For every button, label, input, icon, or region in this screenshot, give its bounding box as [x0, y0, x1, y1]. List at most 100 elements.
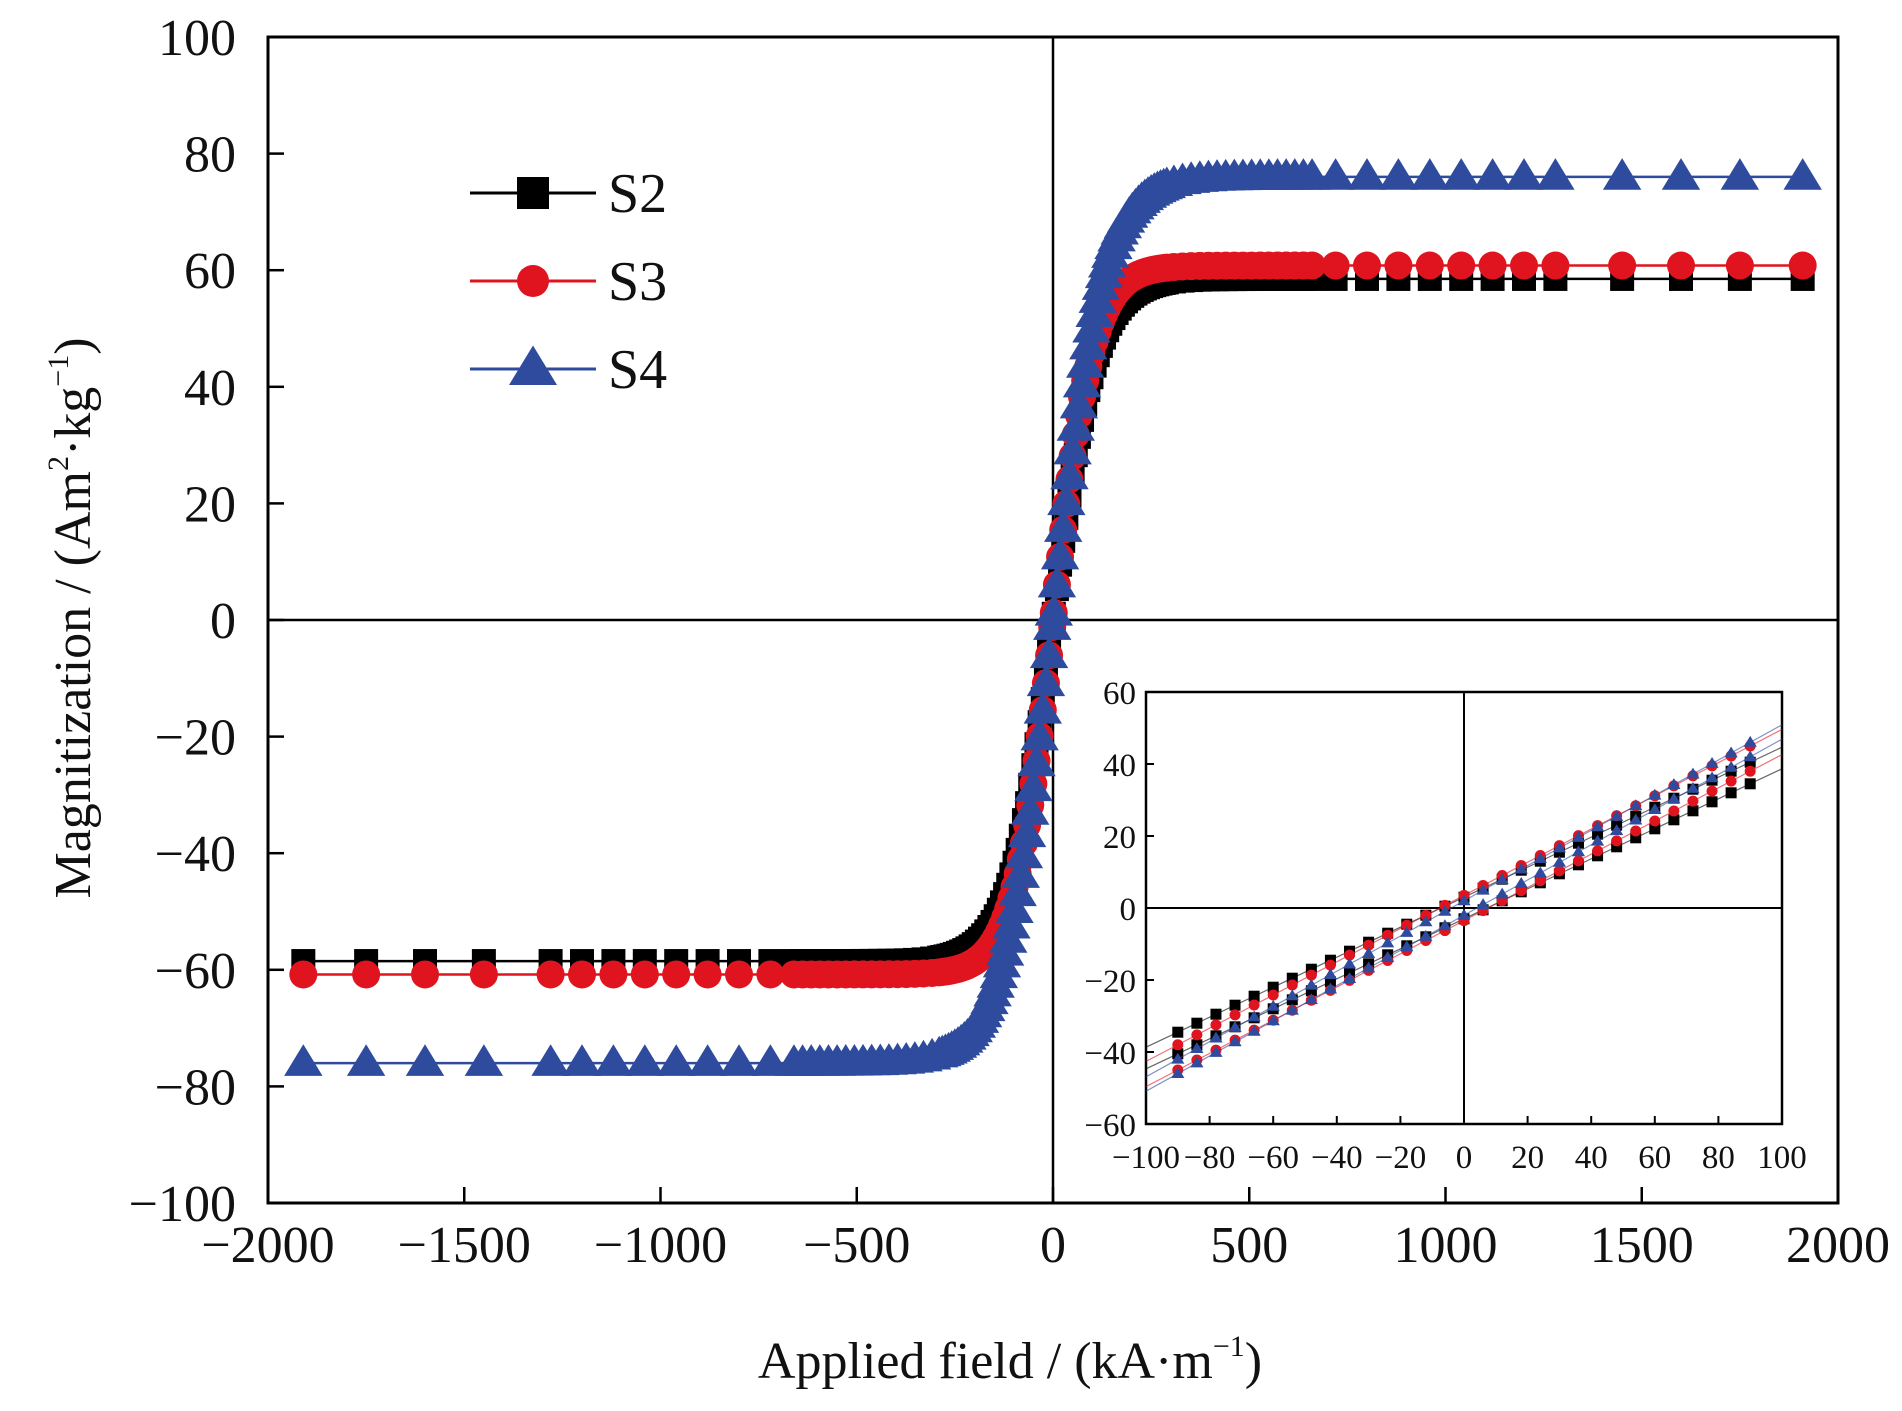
inset-data-point	[1590, 834, 1605, 846]
x-tick-label: 500	[1210, 1217, 1288, 1274]
data-point-s3	[536, 960, 565, 989]
data-point-s4	[531, 1044, 570, 1076]
inset-x-tick-label: −40	[1311, 1140, 1363, 1176]
inset-data-point	[1515, 885, 1527, 897]
y-axis-label-sup2: −1	[42, 355, 75, 387]
data-point-s4	[1017, 744, 1056, 777]
inset-y-tick-label: −60	[1084, 1108, 1136, 1144]
inset-data-point	[1305, 963, 1317, 975]
inset-data-point	[1305, 985, 1317, 997]
data-point-s4	[1069, 327, 1108, 360]
inset-data-point	[1552, 841, 1566, 853]
inset-data-point	[1457, 908, 1471, 920]
main-ticks: −2000 −1500 −1000 −500 0 500 1000 1500 2000−100−…	[129, 10, 1890, 1274]
inset-data-point	[1304, 993, 1318, 1005]
data-point-s4	[1023, 692, 1062, 724]
inset-data-point	[1400, 940, 1414, 952]
data-point-s4	[688, 1044, 727, 1076]
inset-data-point	[1190, 1042, 1204, 1054]
data-point-s4	[995, 891, 1034, 923]
inset-data-point	[1248, 990, 1260, 1002]
data-point-s4	[1050, 457, 1089, 490]
inset-data-point	[1724, 746, 1738, 758]
inset-x-tick-label: 60	[1638, 1140, 1671, 1176]
inset-data-point	[1534, 875, 1546, 887]
inset-data-point	[1495, 887, 1509, 899]
x-axis-label-main: Applied field / (kA·m	[758, 1333, 1213, 1390]
data-point-s3	[1321, 251, 1350, 280]
y-tick-label: −40	[155, 826, 236, 883]
data-point-s3	[469, 960, 498, 989]
data-point-s4	[1001, 856, 1041, 888]
inset-data-point	[1686, 767, 1700, 779]
legend-label: S3	[608, 251, 667, 313]
data-point-s3	[411, 960, 439, 989]
inset-data-point	[1438, 919, 1452, 931]
inset-data-point	[1533, 866, 1547, 878]
y-tick-label: 100	[158, 10, 236, 67]
inset-data-point	[1706, 785, 1718, 797]
inset-data-point	[1344, 949, 1356, 961]
inset-data-point	[1229, 999, 1241, 1011]
legend-label: S2	[608, 163, 667, 225]
inset-data-point	[1611, 835, 1623, 847]
inset-x-tick-label: 80	[1702, 1140, 1735, 1176]
inset-data-point	[1285, 1003, 1299, 1015]
data-point-s3	[630, 960, 659, 989]
inset-data-point	[1611, 841, 1623, 853]
inset-x-tick-label: 20	[1511, 1140, 1544, 1176]
inset-data-point	[1286, 972, 1298, 984]
inset-data-point	[1267, 989, 1279, 1001]
inset-data-point	[1267, 981, 1279, 993]
inset-data-point	[1687, 795, 1699, 807]
y-tick-label: −60	[155, 943, 236, 1000]
data-point-s4	[1783, 158, 1822, 190]
inset-data-point	[1342, 972, 1357, 983]
inset-y-tick-label: −40	[1084, 1036, 1136, 1072]
data-point-s3	[599, 960, 628, 989]
data-point-s4	[998, 874, 1037, 907]
data-point-s3	[1541, 251, 1570, 280]
inset-x-tick-label: −100	[1112, 1140, 1180, 1176]
inset-data-point	[1667, 778, 1681, 790]
inset-data-point	[1686, 782, 1700, 793]
inset-data-point	[1362, 947, 1376, 958]
inset-data-point	[1285, 989, 1299, 1001]
x-tick-label: −500	[803, 1217, 910, 1274]
inset-data-point	[1495, 873, 1509, 885]
legend: S2 S3 S4	[470, 163, 667, 401]
inset-data-point	[1552, 855, 1566, 867]
inset-data-point	[1725, 787, 1737, 799]
inset-data-point	[1592, 845, 1604, 857]
inset-data-point	[1553, 865, 1565, 877]
y-axis-label-end: )	[45, 337, 102, 354]
inset-data-point	[1209, 1046, 1223, 1057]
inset-plot: −100 −80 −60 −40 −20 0 20 40 60 80 100 −60 −40 −20 0 20…	[1084, 676, 1806, 1176]
y-tick-label: 0	[210, 593, 236, 650]
legend-marker	[517, 177, 549, 209]
inset-data-point	[1743, 750, 1757, 762]
data-point-s3	[1667, 251, 1695, 280]
inset-x-tick-label: 0	[1456, 1140, 1473, 1176]
inset-data-point	[1514, 862, 1528, 874]
data-point-s4	[405, 1044, 445, 1076]
inset-data-point	[1210, 1008, 1222, 1020]
data-point-s4	[1020, 718, 1059, 751]
data-point-s3	[1510, 251, 1538, 280]
inset-data-point	[1725, 775, 1737, 787]
inset-series-s4	[1145, 724, 1783, 1092]
x-axis-label: Applied field / (kA·m−1)	[758, 1330, 1262, 1390]
inset-data-point	[1629, 813, 1643, 825]
inset-data-point	[1592, 828, 1604, 840]
inset-data-point	[1266, 999, 1280, 1011]
inset-data-point	[1172, 1039, 1184, 1051]
inset-data-point	[1476, 898, 1490, 910]
inset-data-point	[1687, 805, 1699, 817]
data-point-s4	[1044, 510, 1083, 542]
data-point-s3	[1608, 251, 1637, 280]
inset-data-point	[1514, 877, 1528, 888]
inset-data-point	[1438, 904, 1452, 916]
inset-data-point	[1533, 852, 1547, 863]
inset-data-point	[1190, 1056, 1204, 1068]
inset-y-tick-label: 60	[1103, 676, 1136, 712]
